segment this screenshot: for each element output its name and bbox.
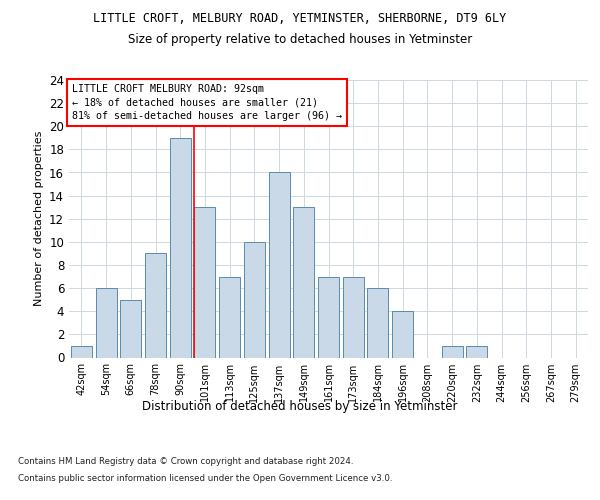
Bar — [145, 254, 166, 358]
Bar — [343, 276, 364, 357]
Text: Distribution of detached houses by size in Yetminster: Distribution of detached houses by size … — [142, 400, 458, 413]
Bar — [293, 207, 314, 358]
Bar — [95, 288, 116, 358]
Text: LITTLE CROFT MELBURY ROAD: 92sqm
← 18% of detached houses are smaller (21)
81% o: LITTLE CROFT MELBURY ROAD: 92sqm ← 18% o… — [71, 84, 341, 120]
Bar — [244, 242, 265, 358]
Bar — [442, 346, 463, 358]
Bar — [466, 346, 487, 358]
Text: Contains HM Land Registry data © Crown copyright and database right 2024.: Contains HM Land Registry data © Crown c… — [18, 458, 353, 466]
Bar — [120, 300, 141, 358]
Bar — [219, 276, 240, 357]
Text: Size of property relative to detached houses in Yetminster: Size of property relative to detached ho… — [128, 32, 472, 46]
Text: LITTLE CROFT, MELBURY ROAD, YETMINSTER, SHERBORNE, DT9 6LY: LITTLE CROFT, MELBURY ROAD, YETMINSTER, … — [94, 12, 506, 26]
Bar — [194, 207, 215, 358]
Bar — [71, 346, 92, 358]
Bar — [367, 288, 388, 358]
Bar — [318, 276, 339, 357]
Bar — [170, 138, 191, 358]
Text: Contains public sector information licensed under the Open Government Licence v3: Contains public sector information licen… — [18, 474, 392, 483]
Y-axis label: Number of detached properties: Number of detached properties — [34, 131, 44, 306]
Bar — [269, 172, 290, 358]
Bar — [392, 311, 413, 358]
